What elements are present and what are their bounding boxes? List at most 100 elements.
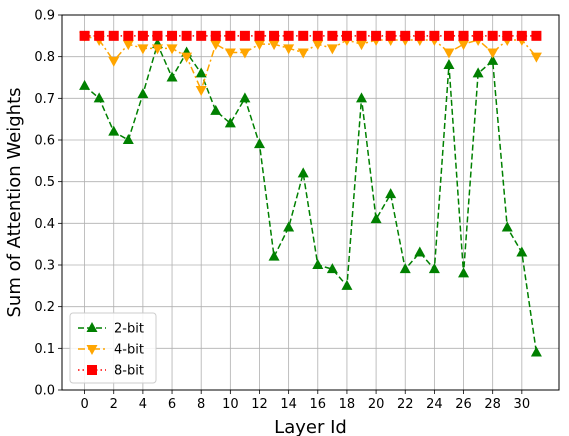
data-point	[428, 263, 440, 274]
x-tick-label: 16	[310, 397, 327, 412]
plot-frame	[61, 14, 560, 391]
data-point	[297, 167, 309, 178]
data-point	[253, 40, 265, 51]
data-point	[400, 30, 411, 41]
data-point	[341, 30, 352, 41]
x-tick-label: 18	[339, 397, 356, 412]
x-tick-label: 22	[397, 397, 414, 412]
data-point	[326, 263, 338, 274]
data-point	[473, 30, 484, 41]
x-tick-label: 2	[110, 397, 118, 412]
data-point	[472, 67, 484, 78]
data-point	[283, 221, 295, 232]
data-point	[487, 48, 499, 59]
data-point	[312, 40, 324, 51]
legend-marker	[87, 365, 97, 375]
grid-lines	[62, 14, 559, 391]
y-tick-label: 0.8	[34, 50, 55, 65]
x-tick-label: 28	[484, 397, 501, 412]
data-point	[253, 138, 265, 149]
data-point	[370, 213, 382, 224]
data-point	[283, 44, 295, 55]
data-point	[108, 30, 119, 41]
y-tick-label: 0.4	[34, 217, 55, 232]
axis-ticks: 0 2 4 6 8 10 12 14 16 18 20 22 24 26 28 300.00.10.20.30…	[34, 9, 530, 413]
y-tick-label: 0.2	[34, 300, 55, 315]
data-point	[531, 30, 542, 41]
data-point	[356, 92, 368, 103]
data-point	[516, 246, 528, 257]
data-point	[239, 48, 251, 59]
data-point	[414, 246, 426, 257]
data-point	[487, 54, 499, 65]
y-tick-label: 0.3	[34, 259, 55, 274]
data-point	[458, 40, 470, 51]
data-point	[356, 40, 368, 51]
series-8-bit	[79, 30, 542, 41]
y-tick-label: 0.1	[34, 342, 55, 357]
data-point	[443, 48, 455, 59]
data-point	[327, 30, 338, 41]
x-tick-label: 6	[168, 397, 176, 412]
data-point	[181, 52, 193, 63]
data-point	[326, 44, 338, 55]
legend-marker	[86, 322, 98, 332]
data-point	[268, 40, 280, 51]
data-point	[268, 250, 280, 261]
data-point	[108, 56, 120, 67]
y-tick-label: 0.9	[34, 9, 55, 24]
x-tick-label: 30	[514, 397, 531, 412]
data-point	[414, 30, 425, 41]
data-point	[224, 48, 236, 59]
data-point	[224, 117, 236, 128]
data-point	[181, 30, 192, 41]
y-tick-label: 0.0	[34, 384, 55, 399]
data-point	[137, 44, 149, 55]
x-tick-label: 12	[251, 397, 268, 412]
legend-label: 2-bit	[114, 322, 144, 337]
series-line	[84, 41, 538, 353]
data-point	[195, 67, 207, 78]
data-point	[108, 125, 120, 136]
data-point	[487, 30, 498, 41]
data-point	[123, 30, 134, 41]
data-point	[137, 88, 149, 99]
data-point	[399, 263, 411, 274]
data-point	[152, 30, 163, 41]
data-point	[166, 44, 178, 55]
data-point	[312, 259, 324, 269]
data-point	[312, 30, 323, 41]
data-point	[341, 279, 353, 290]
x-axis-label: Layer Id	[274, 417, 347, 436]
data-point	[385, 30, 396, 41]
legend-marker	[86, 345, 98, 355]
y-tick-label: 0.5	[34, 175, 55, 190]
data-point	[225, 30, 236, 41]
series-4-bit	[79, 31, 542, 96]
data-point	[283, 30, 294, 41]
x-tick-label: 8	[197, 397, 205, 412]
data-point	[429, 30, 440, 41]
data-point	[371, 30, 382, 41]
data-point	[254, 30, 265, 41]
y-tick-label: 0.6	[34, 134, 55, 149]
y-axis-label: Sum of Attention Weights	[4, 87, 25, 317]
data-point	[122, 40, 134, 51]
data-point	[93, 92, 105, 103]
x-tick-label: 10	[222, 397, 239, 412]
data-point	[239, 30, 250, 41]
data-point	[385, 188, 397, 199]
data-point	[166, 71, 178, 82]
x-tick-label: 4	[139, 397, 147, 412]
legend-label: 8-bit	[114, 364, 144, 379]
data-point	[151, 44, 163, 55]
data-point	[516, 30, 527, 41]
data-point	[137, 30, 148, 41]
x-tick-label: 0	[80, 397, 88, 412]
data-point	[210, 104, 222, 115]
data-point	[195, 86, 207, 96]
legend-label: 4-bit	[114, 343, 144, 358]
x-tick-label: 14	[280, 397, 297, 412]
data-point	[458, 30, 469, 41]
